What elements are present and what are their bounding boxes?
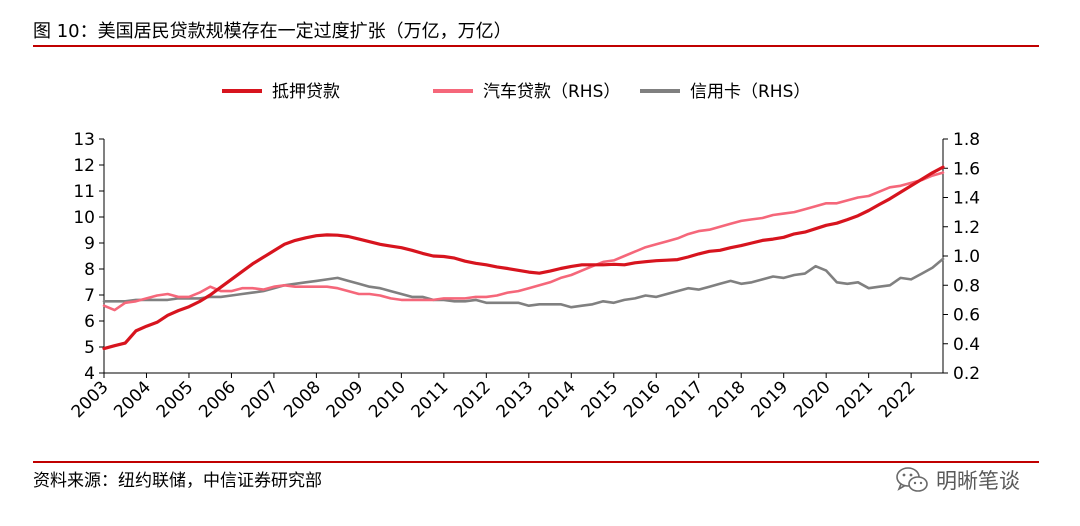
right-tick-label: 1.2 xyxy=(953,218,980,238)
x-tick-label: 2005 xyxy=(153,377,198,422)
x-tick-label: 2016 xyxy=(620,377,665,422)
left-tick-label: 9 xyxy=(84,234,95,254)
right-axis-ticks: 0.2 0.4 0.6 0.8 1.0 1.2 1.4 1.6 1.8 xyxy=(943,130,980,384)
left-axis-ticks: 4 5 6 7 8 9 10 11 12 13 xyxy=(73,130,104,384)
legend-label-0: 抵押贷款 xyxy=(272,82,340,102)
x-tick-label: 2020 xyxy=(790,377,835,422)
x-tick-label: 2017 xyxy=(663,377,708,422)
watermark: 明晰笔谈 xyxy=(894,462,1020,498)
x-tick-label: 2009 xyxy=(323,377,368,422)
left-tick-label: 11 xyxy=(73,182,95,202)
legend-label-2: 信用卡（RHS） xyxy=(690,82,810,102)
right-tick-label: 1.6 xyxy=(953,159,980,179)
left-tick-label: 10 xyxy=(73,208,95,228)
left-tick-label: 5 xyxy=(84,338,95,358)
footer-rule xyxy=(33,461,1039,463)
right-tick-label: 1.0 xyxy=(953,247,980,267)
x-tick-label: 2014 xyxy=(535,377,580,422)
legend-label-1: 汽车贷款（RHS） xyxy=(483,82,620,102)
x-tick-label: 2019 xyxy=(747,377,792,422)
left-tick-label: 4 xyxy=(84,364,95,384)
left-tick-label: 7 xyxy=(84,286,95,306)
chart-axes xyxy=(103,139,944,374)
right-tick-label: 0.4 xyxy=(953,335,980,355)
right-tick-label: 1.4 xyxy=(953,189,980,209)
source-note: 资料来源：纽约联储，中信证券研究部 xyxy=(33,471,322,491)
left-tick-label: 6 xyxy=(84,312,95,332)
x-tick-label: 2008 xyxy=(280,377,325,422)
x-tick-label: 2007 xyxy=(238,377,283,422)
x-tick-label: 2003 xyxy=(68,377,113,422)
x-tick-label: 2010 xyxy=(365,377,410,422)
series-line-0 xyxy=(102,165,945,351)
left-tick-label: 12 xyxy=(73,156,95,176)
title-rule xyxy=(33,45,1039,47)
wechat-icon xyxy=(896,467,928,492)
x-tick-label: 2015 xyxy=(578,377,623,422)
series-line-1 xyxy=(102,171,945,312)
x-tick-label: 2006 xyxy=(195,377,240,422)
right-tick-label: 0.6 xyxy=(953,306,980,326)
x-tick-label: 2022 xyxy=(875,377,920,422)
right-tick-label: 0.8 xyxy=(953,276,980,296)
watermark-text: 明晰笔谈 xyxy=(936,469,1020,493)
chart-legend: 抵押贷款 汽车贷款（RHS） 信用卡（RHS） xyxy=(222,82,810,102)
x-tick-label: 2018 xyxy=(705,377,750,422)
x-tick-label: 2013 xyxy=(493,377,538,422)
left-tick-label: 13 xyxy=(73,130,95,150)
left-tick-label: 8 xyxy=(84,260,95,280)
x-tick-label: 2021 xyxy=(832,377,877,422)
series-lines xyxy=(102,165,945,351)
right-tick-label: 1.8 xyxy=(953,130,980,150)
figure-title: 图 10：美国居民贷款规模存在一定过度扩张（万亿，万亿） xyxy=(33,21,512,42)
x-tick-label: 2012 xyxy=(450,377,495,422)
x-tick-label: 2004 xyxy=(110,377,155,422)
x-tick-label: 2011 xyxy=(408,377,453,422)
x-axis-ticks: 2003200420052006200720082009201020112012… xyxy=(68,373,920,422)
series-line-2 xyxy=(102,257,945,309)
right-tick-label: 0.2 xyxy=(953,364,980,384)
